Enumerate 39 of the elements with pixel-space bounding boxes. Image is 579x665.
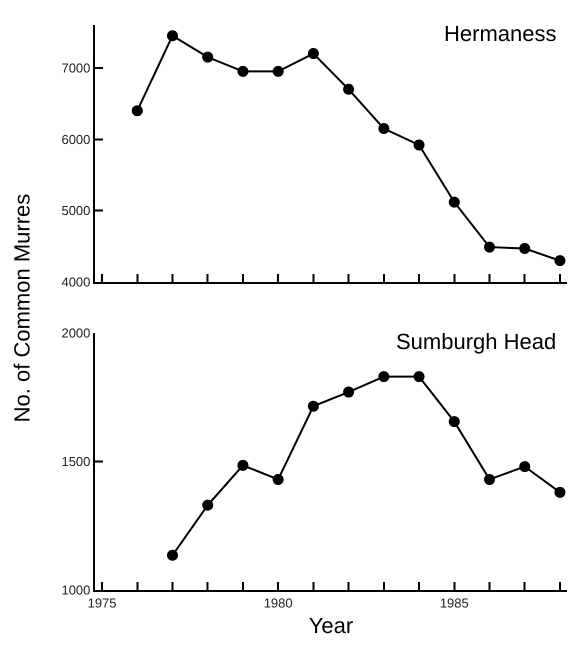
point <box>414 139 425 150</box>
y-tick-label: 6000 <box>61 132 90 147</box>
point <box>343 84 354 95</box>
y-tick-label: 5000 <box>61 203 90 218</box>
point <box>554 255 566 266</box>
point <box>519 461 530 472</box>
y-tick-label: 7000 <box>61 60 90 76</box>
point <box>378 371 390 382</box>
point <box>308 400 319 412</box>
x-axis-title: Year <box>308 613 354 638</box>
point <box>519 243 530 254</box>
chart-title: Hermaness <box>444 21 556 46</box>
point <box>378 123 390 134</box>
point <box>343 386 354 398</box>
x-tick-label: 1975 <box>88 596 116 611</box>
point <box>554 486 566 498</box>
y-axis-title: No. of Common Murres <box>9 194 34 422</box>
point <box>237 66 248 77</box>
chart-title: Sumburgh Head <box>396 329 556 354</box>
point <box>166 550 178 561</box>
point <box>272 66 284 77</box>
point <box>202 500 214 511</box>
point <box>484 474 496 485</box>
point <box>448 196 460 208</box>
point <box>484 242 496 253</box>
point <box>272 474 284 485</box>
point <box>237 460 248 471</box>
y-tick-label: 1500 <box>61 454 90 470</box>
x-tick-label: 1980 <box>264 596 293 611</box>
y-tick-label: 1000 <box>61 582 90 598</box>
point <box>414 371 425 382</box>
point <box>202 52 214 63</box>
y-tick-label: 2000 <box>61 325 90 340</box>
y-tick-label: 4000 <box>61 274 90 290</box>
x-tick-label: 1985 <box>440 596 469 611</box>
point <box>166 30 178 42</box>
point <box>308 48 319 60</box>
point <box>132 105 143 116</box>
point <box>448 416 460 428</box>
